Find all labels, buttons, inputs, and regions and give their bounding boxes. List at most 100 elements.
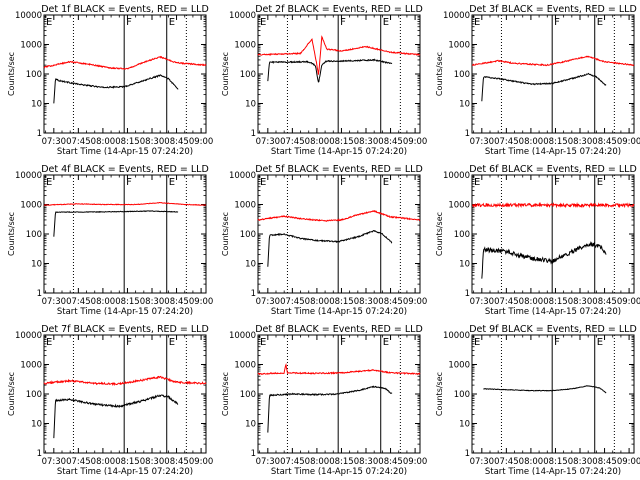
phase-label: E: [597, 17, 603, 28]
y-tick-label: 10: [459, 260, 470, 270]
y-tick-label: 10000: [443, 171, 470, 181]
x-tick-label: 08:15: [329, 457, 354, 467]
events-series-line: [483, 385, 607, 394]
lld-series-line: [257, 35, 421, 75]
x-tick-label: 07:30: [42, 297, 67, 307]
y-tick-label: 10: [31, 420, 42, 430]
phase-label: E: [46, 177, 52, 188]
x-tick-label: 07:30: [470, 137, 495, 147]
x-tick-label: 07:30: [256, 137, 281, 147]
y-tick-label: 1: [251, 449, 256, 459]
x-tick-label: 08:45: [378, 297, 403, 307]
events-series-line: [53, 210, 179, 237]
panel-title: Det 7f BLACK = Events, RED = LLD: [41, 324, 209, 335]
panel-title: Det 6f BLACK = Events, RED = LLD: [469, 164, 637, 175]
x-tick-label: 08:00: [519, 457, 544, 467]
x-tick-label: 07:45: [280, 137, 305, 147]
x-tick-label: 08:45: [164, 457, 189, 467]
y-axis: 1 10 100 1000 10000: [443, 11, 634, 139]
x-tick-label: 09:00: [403, 297, 428, 307]
lld-series-line: [43, 55, 207, 70]
phase-label: F: [340, 17, 346, 28]
x-tick-label: 08:15: [115, 457, 140, 467]
y-axis: 1 10 100 1000 10000: [443, 171, 634, 299]
x-tick-label: 07:30: [470, 457, 495, 467]
phase-label: E: [260, 337, 266, 348]
panel-title: Det 9f BLACK = Events, RED = LLD: [469, 324, 637, 335]
y-tick-label: 1000: [448, 41, 470, 51]
panel-title: Det 4f BLACK = Events, RED = LLD: [41, 164, 209, 175]
phase-label: E: [383, 177, 389, 188]
y-tick-label: 10000: [443, 331, 470, 341]
y-tick-label: 10000: [15, 171, 42, 181]
x-tick-label: 07:45: [280, 457, 305, 467]
y-axis-label: Counts/sec: [221, 52, 230, 96]
y-axis: 1 10 100 1000 10000: [229, 11, 420, 139]
x-tick-label: 08:45: [164, 137, 189, 147]
x-tick-label: 08:30: [140, 137, 165, 147]
events-series-line: [267, 385, 393, 433]
y-tick-label: 1000: [20, 41, 42, 51]
phase-label: F: [126, 337, 132, 348]
phase-label: E: [260, 17, 266, 28]
phase-label: E: [383, 17, 389, 28]
x-axis: 07:30 07:45 08:00 08:15 08:30 08:45 09:00: [256, 175, 428, 307]
x-tick-label: 07:45: [494, 137, 519, 147]
x-tick-label: 09:00: [617, 297, 640, 307]
phase-label: E: [597, 337, 603, 348]
x-tick-label: 08:45: [378, 137, 403, 147]
y-axis-label: Counts/sec: [7, 52, 16, 96]
x-axis-label: Start Time (14-Apr-15 07:24:20): [485, 307, 621, 317]
x-axis: 07:30 07:45 08:00 08:15 08:30 08:45 09:00: [256, 335, 427, 467]
panel-title: Det 2f BLACK = Events, RED = LLD: [255, 4, 423, 15]
y-axis-label: Counts/sec: [435, 52, 444, 96]
x-axis-label: Start Time (14-Apr-15 07:24:20): [271, 467, 407, 477]
x-tick-label: 07:45: [66, 457, 91, 467]
y-tick-label: 1: [37, 129, 42, 139]
phase-label: E: [474, 337, 480, 348]
y-tick-label: 1: [37, 449, 42, 459]
x-tick-label: 07:45: [494, 457, 519, 467]
y-tick-label: 1: [465, 289, 470, 299]
x-tick-label: 08:30: [354, 137, 379, 147]
y-tick-label: 100: [26, 390, 42, 400]
x-tick-label: 07:45: [494, 297, 519, 307]
y-tick-label: 1000: [234, 201, 256, 211]
events-series-line: [53, 394, 179, 439]
x-tick-label: 08:45: [592, 137, 617, 147]
x-tick-label: 09:00: [189, 457, 214, 467]
y-tick-label: 10: [31, 100, 42, 110]
phase-label: E: [169, 337, 175, 348]
lld-series-line: [257, 209, 421, 222]
phase-label: F: [554, 177, 560, 188]
lld-series-line: [257, 362, 421, 376]
y-tick-label: 10000: [229, 11, 256, 21]
x-tick-label: 08:30: [140, 297, 165, 307]
x-tick-label: 08:30: [140, 457, 165, 467]
x-tick-label: 08:00: [519, 137, 544, 147]
x-tick-label: 08:15: [543, 457, 568, 467]
phase-label: F: [554, 17, 560, 28]
y-tick-label: 100: [240, 390, 256, 400]
x-axis-label: Start Time (14-Apr-15 07:24:20): [57, 467, 193, 477]
phase-label: E: [597, 177, 603, 188]
y-tick-label: 10000: [15, 11, 42, 21]
x-tick-label: 08:15: [543, 297, 568, 307]
phase-label: E: [383, 337, 389, 348]
y-axis-label: Counts/sec: [221, 212, 230, 256]
panel-det-9: Det 9f BLACK = Events, RED = LLD 1 10 100 10…: [435, 324, 640, 477]
x-tick-label: 08:45: [164, 297, 189, 307]
x-axis-label: Start Time (14-Apr-15 07:24:20): [485, 147, 621, 157]
x-axis-label: Start Time (14-Apr-15 07:24:20): [57, 307, 193, 317]
x-axis: 07:30 07:45 08:00 08:15 08:30 08:45 09:00: [42, 335, 214, 467]
panel-det-3: Det 3f BLACK = Events, RED = LLD 1 10 100 10…: [435, 4, 640, 157]
events-series-line: [53, 74, 179, 104]
panel-title: Det 3f BLACK = Events, RED = LLD: [469, 4, 637, 15]
x-tick-label: 07:30: [42, 457, 67, 467]
phase-label: E: [169, 17, 175, 28]
plot-frame: [471, 14, 635, 134]
